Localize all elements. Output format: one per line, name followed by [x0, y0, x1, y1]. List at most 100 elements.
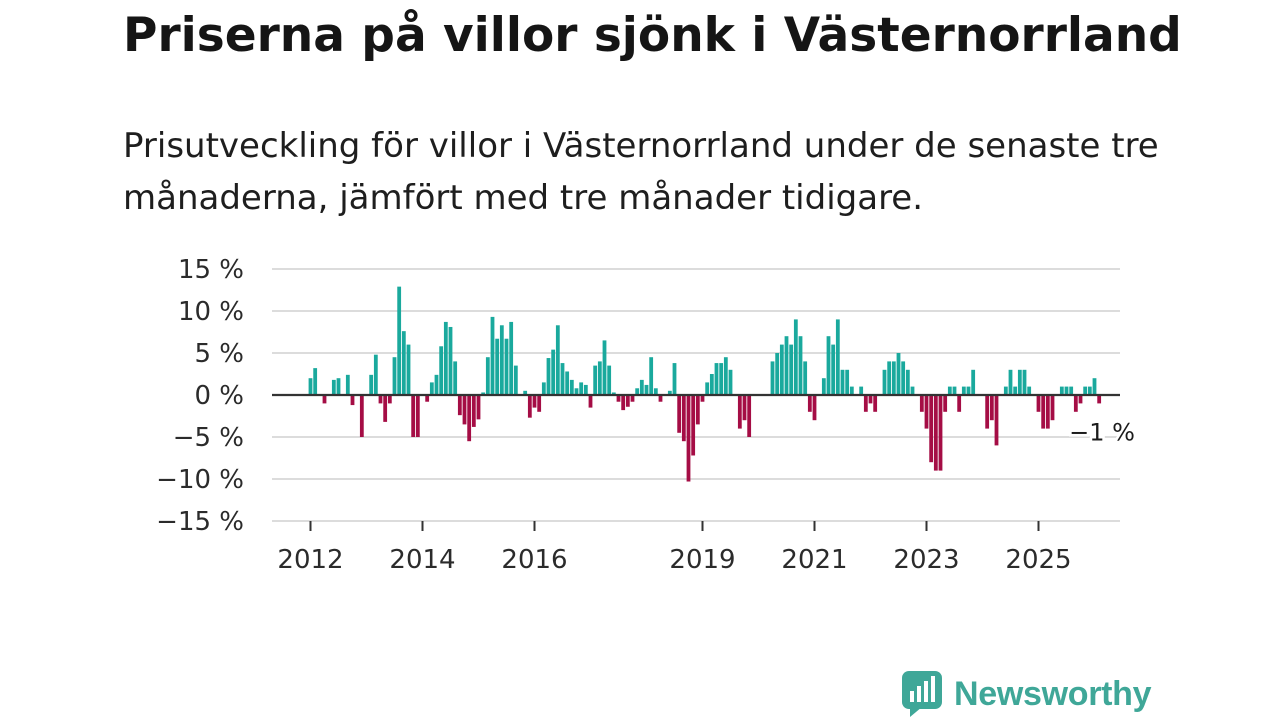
bar — [994, 395, 999, 446]
bar — [625, 395, 630, 407]
bar — [798, 336, 803, 395]
y-tick-label: 0 % — [194, 381, 244, 411]
bar — [952, 386, 957, 395]
bar — [943, 395, 948, 412]
bar — [392, 357, 397, 395]
bar — [812, 395, 817, 421]
bar — [971, 369, 976, 395]
bar — [313, 368, 318, 395]
bar — [1036, 395, 1041, 412]
x-tick-label: 2014 — [389, 545, 455, 575]
bar — [924, 395, 929, 429]
bar — [569, 379, 574, 395]
bar — [1041, 395, 1046, 429]
bar — [1092, 378, 1097, 395]
bar — [770, 361, 775, 395]
bar — [891, 361, 896, 395]
bar — [873, 395, 878, 412]
bar — [439, 346, 444, 395]
bar — [938, 395, 943, 471]
bar — [1078, 395, 1083, 404]
bar — [490, 316, 495, 395]
bar — [1087, 386, 1092, 395]
bar — [789, 344, 794, 395]
bar — [793, 319, 798, 395]
bar — [457, 395, 462, 416]
bar — [1069, 386, 1074, 395]
bar — [546, 358, 551, 395]
bar — [1083, 386, 1088, 395]
bar — [513, 365, 518, 395]
bar — [322, 395, 327, 404]
bar — [481, 392, 486, 395]
bar — [541, 382, 546, 395]
bar — [1003, 386, 1008, 395]
bar — [369, 374, 374, 395]
bar — [784, 336, 789, 395]
bar — [695, 395, 700, 425]
bar — [681, 395, 686, 442]
bar — [611, 392, 616, 395]
bar — [826, 336, 831, 395]
bar — [985, 395, 990, 429]
bar — [345, 374, 350, 395]
y-tick-label: −10 % — [156, 465, 244, 495]
chart-title: Priserna på villor sjönk i Västernorrlan… — [123, 8, 1182, 63]
bar — [509, 321, 514, 395]
bar — [723, 357, 728, 395]
x-tick-label: 2012 — [277, 545, 343, 575]
bar — [308, 378, 313, 395]
bar — [499, 325, 504, 395]
bar — [989, 395, 994, 421]
y-tick-label: 5 % — [194, 339, 244, 369]
bar — [387, 395, 392, 404]
bar — [462, 395, 467, 425]
bar — [579, 382, 584, 395]
bar — [616, 395, 621, 402]
bar — [415, 395, 420, 437]
bar — [373, 354, 378, 395]
bar — [947, 386, 952, 395]
bar — [504, 338, 509, 395]
bar — [882, 369, 887, 395]
bar — [583, 384, 588, 395]
bar — [588, 395, 593, 408]
bar — [551, 349, 556, 395]
bar — [401, 331, 406, 395]
bar — [593, 365, 598, 395]
bar — [905, 369, 910, 395]
bar — [429, 382, 434, 395]
bar — [448, 326, 453, 395]
bar — [443, 321, 448, 395]
bar — [597, 361, 602, 395]
bar — [1013, 386, 1018, 395]
bar — [1059, 386, 1064, 395]
bar — [537, 395, 542, 412]
bar — [779, 344, 784, 395]
bar — [602, 340, 607, 395]
bar — [901, 361, 906, 395]
bar — [933, 395, 938, 471]
bar — [635, 388, 640, 395]
bar — [453, 361, 458, 395]
bar — [868, 395, 873, 404]
x-tick-label: 2021 — [781, 545, 847, 575]
bar — [1008, 369, 1013, 395]
bar — [929, 395, 934, 463]
bar — [775, 353, 780, 395]
bar — [747, 395, 752, 437]
bar — [658, 395, 663, 402]
bar — [840, 369, 845, 395]
x-tick-label: 2019 — [669, 545, 735, 575]
bar — [742, 395, 747, 421]
bar — [560, 363, 565, 395]
bar — [425, 395, 430, 402]
bar — [1022, 369, 1027, 395]
bar — [649, 357, 654, 395]
bar — [331, 379, 336, 395]
bar — [709, 374, 714, 395]
bar — [644, 384, 649, 395]
bar — [667, 390, 672, 395]
bar — [966, 386, 971, 395]
